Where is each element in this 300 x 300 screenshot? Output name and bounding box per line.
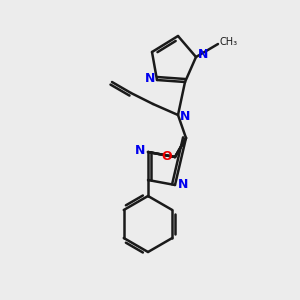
- Text: O: O: [162, 149, 172, 163]
- Text: N: N: [135, 145, 145, 158]
- Text: CH₃: CH₃: [220, 37, 238, 47]
- Text: N: N: [180, 110, 190, 124]
- Text: N: N: [198, 49, 208, 62]
- Text: N: N: [178, 178, 188, 190]
- Text: N: N: [145, 73, 155, 85]
